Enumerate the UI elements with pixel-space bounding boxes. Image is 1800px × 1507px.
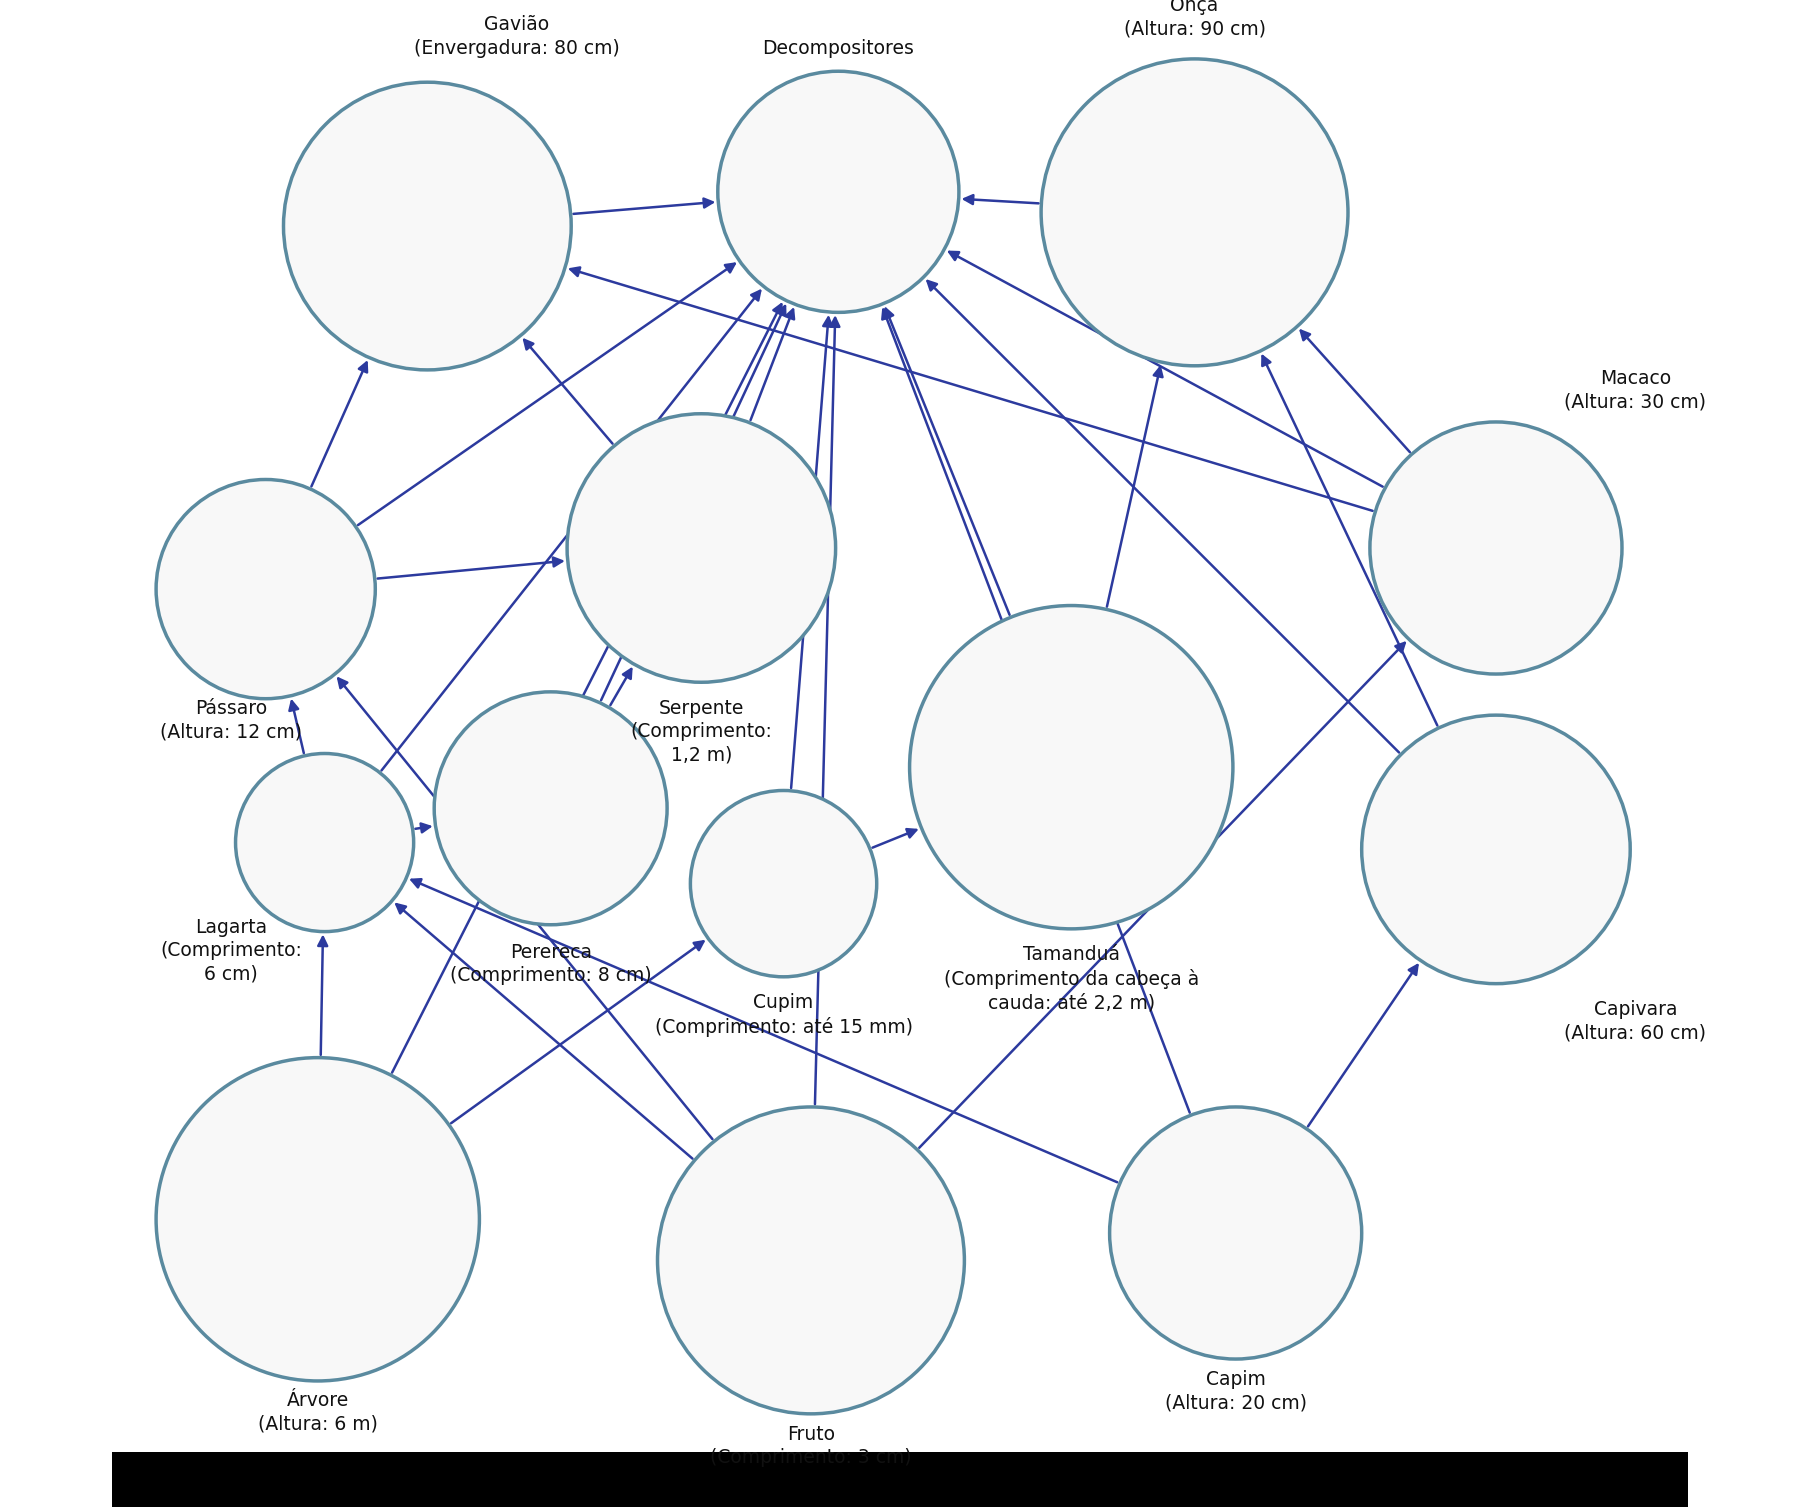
Circle shape bbox=[284, 83, 571, 369]
Circle shape bbox=[1370, 422, 1622, 674]
Circle shape bbox=[1361, 716, 1631, 984]
Text: Serpente
(Comprimento:
1,2 m): Serpente (Comprimento: 1,2 m) bbox=[630, 699, 772, 764]
Circle shape bbox=[718, 71, 959, 312]
Text: Fruto
(Comprimento: 3 cm): Fruto (Comprimento: 3 cm) bbox=[711, 1424, 913, 1468]
Circle shape bbox=[567, 414, 835, 683]
Circle shape bbox=[657, 1108, 965, 1414]
Circle shape bbox=[909, 606, 1233, 928]
Text: Pássaro
(Altura: 12 cm): Pássaro (Altura: 12 cm) bbox=[160, 699, 302, 741]
Text: Gavião
(Envergadura: 80 cm): Gavião (Envergadura: 80 cm) bbox=[414, 15, 619, 57]
Circle shape bbox=[1109, 1108, 1361, 1359]
Bar bbox=[112, 1453, 1688, 1507]
Text: Árvore
(Altura: 6 m): Árvore (Altura: 6 m) bbox=[257, 1391, 378, 1433]
Circle shape bbox=[157, 479, 374, 699]
Circle shape bbox=[157, 1058, 479, 1380]
Text: Tamanduá
(Comprimento da cabeça à
cauda: até 2,2 m): Tamanduá (Comprimento da cabeça à cauda:… bbox=[943, 945, 1199, 1013]
Circle shape bbox=[1040, 59, 1348, 366]
Text: Capim
(Altura: 20 cm): Capim (Altura: 20 cm) bbox=[1165, 1370, 1307, 1412]
Circle shape bbox=[691, 791, 877, 977]
Text: Perereca
(Comprimento: 8 cm): Perereca (Comprimento: 8 cm) bbox=[450, 942, 652, 986]
Text: Onça
(Altura: 90 cm): Onça (Altura: 90 cm) bbox=[1123, 0, 1265, 38]
Circle shape bbox=[236, 754, 414, 931]
Text: Decompositores: Decompositores bbox=[763, 39, 914, 57]
Text: Cupim
(Comprimento: até 15 mm): Cupim (Comprimento: até 15 mm) bbox=[655, 993, 913, 1037]
Text: Lagarta
(Comprimento:
6 cm): Lagarta (Comprimento: 6 cm) bbox=[160, 918, 302, 984]
Circle shape bbox=[434, 692, 668, 925]
Text: Capivara
(Altura: 60 cm): Capivara (Altura: 60 cm) bbox=[1564, 1001, 1706, 1043]
Text: Macaco
(Altura: 30 cm): Macaco (Altura: 30 cm) bbox=[1564, 369, 1706, 411]
